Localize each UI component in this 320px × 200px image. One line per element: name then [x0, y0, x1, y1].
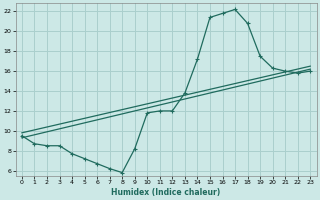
- X-axis label: Humidex (Indice chaleur): Humidex (Indice chaleur): [111, 188, 221, 197]
